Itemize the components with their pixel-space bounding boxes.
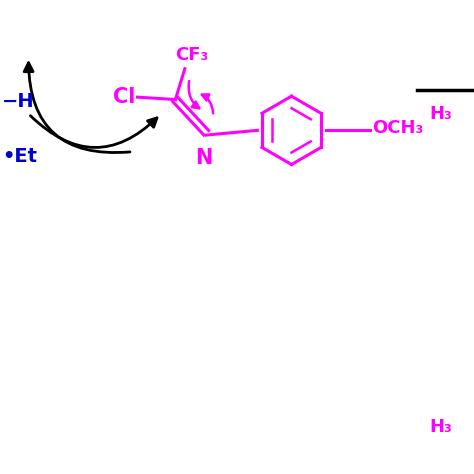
Text: H₃: H₃ <box>429 418 452 436</box>
Text: OCH₃: OCH₃ <box>372 119 423 137</box>
FancyArrowPatch shape <box>30 116 157 147</box>
Text: CF₃: CF₃ <box>175 46 209 64</box>
Text: −H: −H <box>2 92 35 111</box>
FancyArrowPatch shape <box>189 81 199 108</box>
Text: •Et: •Et <box>2 147 37 166</box>
Text: H₃: H₃ <box>429 105 452 123</box>
Text: N: N <box>195 148 212 168</box>
FancyArrowPatch shape <box>202 94 213 113</box>
FancyArrowPatch shape <box>24 63 130 153</box>
Text: Cl: Cl <box>113 87 135 107</box>
